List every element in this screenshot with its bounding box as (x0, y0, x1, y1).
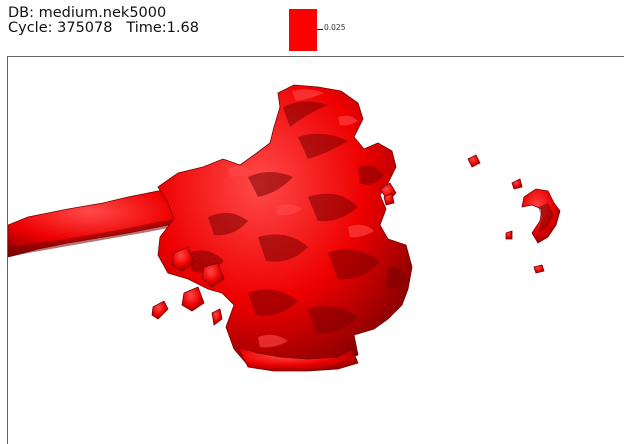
isosurface-fragment (521, 188, 561, 244)
time-label: Time:1.68 (126, 20, 199, 36)
isosurface-rendering (8, 84, 561, 372)
cycle-time-line: Cycle: 375078 Time:1.68 (8, 21, 199, 36)
database-info: DB: medium.nek5000 Cycle: 375078 Time:1.… (8, 6, 199, 36)
isosurface-fragment (533, 264, 545, 274)
isosurface-main-body (157, 84, 413, 370)
isosurface-fragment (171, 246, 195, 272)
isosurface-fragment (151, 300, 169, 320)
cycle-label: Cycle: 375078 (8, 20, 113, 36)
isosurface-fragment (211, 308, 223, 326)
isosurface-fragment (383, 192, 395, 206)
isosurface-lower-lobe (237, 346, 359, 372)
surface-shading (188, 101, 406, 334)
legend-value-label: 0.025 (324, 23, 346, 32)
isosurface-fragment (511, 178, 523, 190)
isosurface-fragment (505, 230, 513, 240)
surface-highlights (228, 89, 374, 348)
render-viewport[interactable] (7, 56, 624, 444)
database-label: DB: medium.nek5000 (8, 5, 167, 21)
isosurface-fragment (467, 154, 481, 168)
isosurface-fragment (181, 286, 205, 312)
legend-color-swatch (289, 9, 317, 51)
legend-tick-mark (317, 29, 323, 30)
isosurface-fragment (201, 262, 225, 288)
